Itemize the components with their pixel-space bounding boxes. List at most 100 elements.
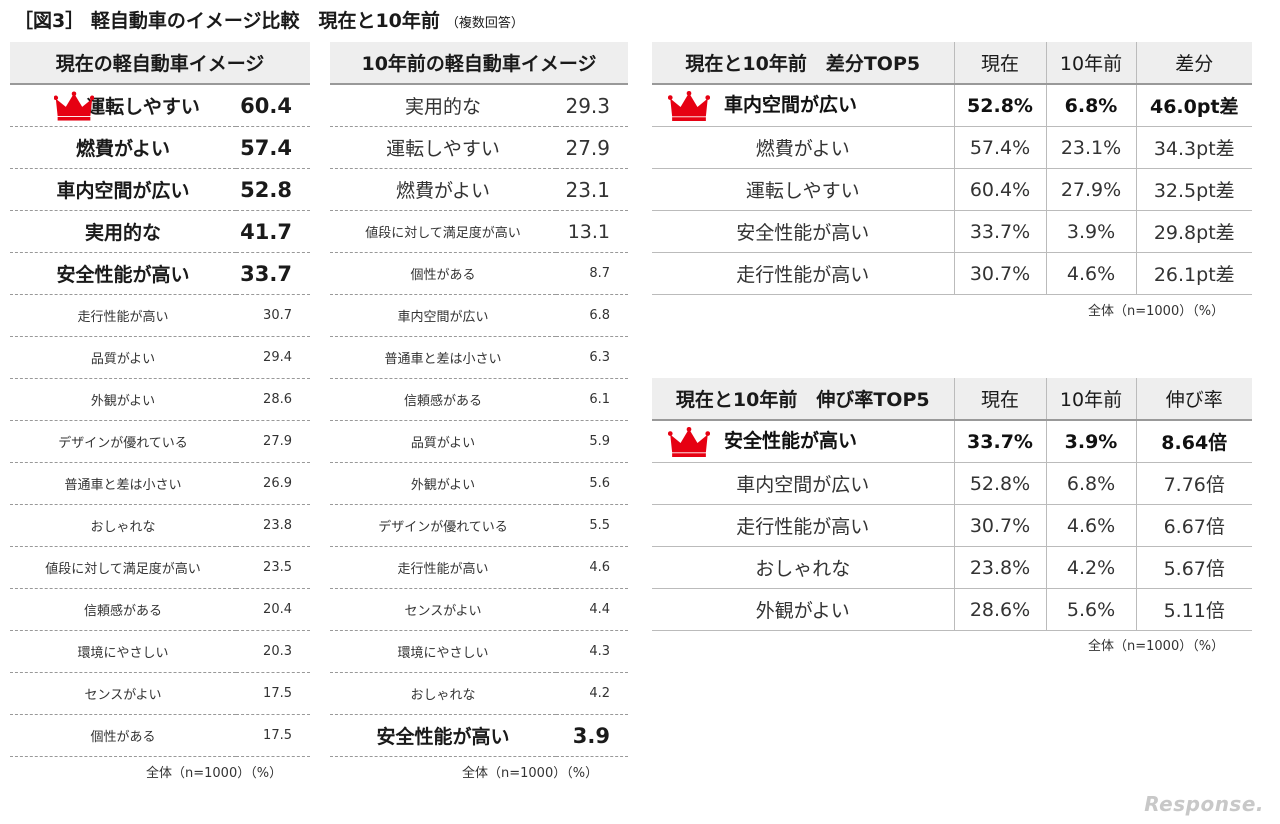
past-image-label: 運転しやすい [386, 138, 500, 160]
diff-top5-row: 車内空間が広い 52.8% 6.8% 46.0pt差 [652, 84, 1252, 127]
current-image-value: 20.3 [236, 630, 310, 673]
past-image-label: 普通車と差は小さい [384, 352, 502, 367]
past-image-value: 3.9 [556, 714, 628, 757]
current-image-label-cell: 信頼感がある [10, 588, 236, 631]
current-image-label: センスがよい [84, 688, 162, 703]
growth-top5-now-value: 30.7% [953, 504, 1046, 547]
past-image-value: 4.4 [556, 588, 628, 631]
current-image-label: デザインが優れている [58, 436, 188, 451]
past-image-label: 個性がある [410, 268, 476, 283]
past-image-row: 車内空間が広い 6.8 [330, 294, 628, 337]
current-image-row: デザインが優れている 27.9 [10, 420, 310, 463]
growth-top5-label-cell: おしゃれな [652, 546, 954, 589]
past-image-row: 運転しやすい 27.9 [330, 126, 628, 169]
past-image-label: 値段に対して満足度が高い [365, 226, 521, 241]
diff-top5-diff-value: 46.0pt差 [1135, 84, 1252, 127]
growth-top5-row: 安全性能が高い 33.7% 3.9% 8.64倍 [652, 420, 1252, 463]
current-image-value: 30.7 [236, 294, 310, 337]
growth-top5-past-value: 5.6% [1045, 588, 1136, 631]
diff-top5-row: 安全性能が高い 33.7% 3.9% 29.8pt差 [652, 210, 1252, 253]
past-image-label-cell: 値段に対して満足度が高い [330, 210, 556, 253]
diff-top5-label: 車内空間が広い [724, 94, 858, 117]
past-image-value: 5.5 [556, 504, 628, 547]
diff-top5-label-cell: 車内空間が広い [652, 84, 954, 127]
growth-top5-label-cell: 外観がよい [652, 588, 954, 631]
current-image-row: 品質がよい 29.4 [10, 336, 310, 379]
current-image-value: 23.5 [236, 546, 310, 589]
growth-top5-table: 現在と10年前 伸び率TOP5 現在 10年前 伸び率 安全性能が高い 33.7% 3.9… [652, 378, 1252, 631]
current-image-label: 実用的な [84, 222, 161, 244]
current-image-row: 走行性能が高い 30.7 [10, 294, 310, 337]
diff-top5-row: 運転しやすい 60.4% 27.9% 32.5pt差 [652, 168, 1252, 211]
diff-top5-diff-value: 32.5pt差 [1135, 168, 1252, 211]
current-image-value: 57.4 [236, 126, 310, 169]
current-image-label-cell: 安全性能が高い [10, 252, 236, 295]
past-image-label-cell: 外観がよい [330, 462, 556, 505]
current-image-row: センスがよい 17.5 [10, 672, 310, 715]
diff-top5-now-value: 33.7% [953, 210, 1046, 253]
current-image-label: 個性がある [90, 730, 156, 745]
current-image-label-cell: センスがよい [10, 672, 236, 715]
diff-top5-table: 現在と10年前 差分TOP5 現在 10年前 差分 車内空間が広い 52.8% 6.8% 4… [652, 42, 1252, 295]
past-image-label: 車内空間が広い [397, 310, 489, 325]
current-image-value: 27.9 [236, 420, 310, 463]
diff-top5-header-2: 10年前 [1045, 42, 1136, 85]
growth-top5-label: 車内空間が広い [736, 474, 870, 496]
diff-note: 全体（n=1000）（%） [1088, 304, 1225, 319]
past-image-value: 4.6 [556, 546, 628, 589]
diff-top5-now-value: 57.4% [953, 126, 1046, 169]
past-image-row: 品質がよい 5.9 [330, 420, 628, 463]
growth-top5-diff-value: 8.64倍 [1135, 420, 1252, 463]
past-image-value: 6.3 [556, 336, 628, 379]
past-image-value: 6.8 [556, 294, 628, 337]
past-image-value: 6.1 [556, 378, 628, 421]
past-image-row: 安全性能が高い 3.9 [330, 714, 628, 757]
diff-top5-header-3: 差分 [1135, 42, 1252, 85]
current-image-label-cell: 個性がある [10, 714, 236, 757]
diff-top5-past-value: 3.9% [1045, 210, 1136, 253]
past-image-label: 外観がよい [410, 478, 476, 493]
past-image-label-cell: 車内空間が広い [330, 294, 556, 337]
diff-top5-header-0: 現在と10年前 差分TOP5 [652, 42, 954, 85]
past-image-label-cell: 安全性能が高い [330, 714, 556, 757]
current-image-label: 信頼感がある [83, 604, 162, 619]
current-image-value: 26.9 [236, 462, 310, 505]
current-image-value: 29.4 [236, 336, 310, 379]
current-image-label-cell: 品質がよい [10, 336, 236, 379]
past-image-label-cell: センスがよい [330, 588, 556, 631]
growth-top5-label: 走行性能が高い [736, 516, 870, 538]
past-image-value: 8.7 [556, 252, 628, 295]
past-image-row: 普通車と差は小さい 6.3 [330, 336, 628, 379]
crown-icon [668, 426, 710, 457]
current-image-label: 安全性能が高い [56, 264, 190, 286]
current-image-label-cell: 環境にやさしい [10, 630, 236, 673]
watermark-logo: Response. [1144, 792, 1264, 816]
growth-top5-label: おしゃれな [755, 558, 851, 580]
growth-top5-row: おしゃれな 23.8% 4.2% 5.67倍 [652, 546, 1252, 589]
growth-top5-header-1: 現在 [953, 378, 1046, 421]
diff-top5-past-value: 23.1% [1045, 126, 1136, 169]
diff-top5-label: 燃費がよい [755, 138, 850, 160]
current-image-label: 値段に対して満足度が高い [45, 562, 201, 577]
past-image-value: 5.9 [556, 420, 628, 463]
growth-top5-label: 安全性能が高い [724, 430, 858, 453]
past-image-label-cell: おしゃれな [330, 672, 556, 715]
current-image-label: 普通車と差は小さい [64, 478, 182, 493]
current-image-value: 17.5 [236, 714, 310, 757]
current-image-label: おしゃれな [90, 520, 156, 535]
current-image-label: 運転しやすい [86, 96, 200, 118]
current-image-row: 普通車と差は小さい 26.9 [10, 462, 310, 505]
current-image-value: 17.5 [236, 672, 310, 715]
current-note: 全体（n=1000）（%） [146, 766, 283, 781]
current-image-label-cell: 値段に対して満足度が高い [10, 546, 236, 589]
current-image-label-cell: おしゃれな [10, 504, 236, 547]
past-image-row: 実用的な 29.3 [330, 84, 628, 127]
current-image-label: 品質がよい [90, 352, 156, 367]
diff-top5-label-cell: 安全性能が高い [652, 210, 954, 253]
growth-top5-now-value: 23.8% [953, 546, 1046, 589]
past-image-table: 10年前の軽自動車イメージ 実用的な 29.3 運転しやすい 27.9 燃費がよい 23.… [330, 42, 628, 757]
past-image-value: 5.6 [556, 462, 628, 505]
current-image-header: 現在の軽自動車イメージ [10, 42, 310, 85]
past-image-row: 外観がよい 5.6 [330, 462, 628, 505]
past-image-row: 環境にやさしい 4.3 [330, 630, 628, 673]
